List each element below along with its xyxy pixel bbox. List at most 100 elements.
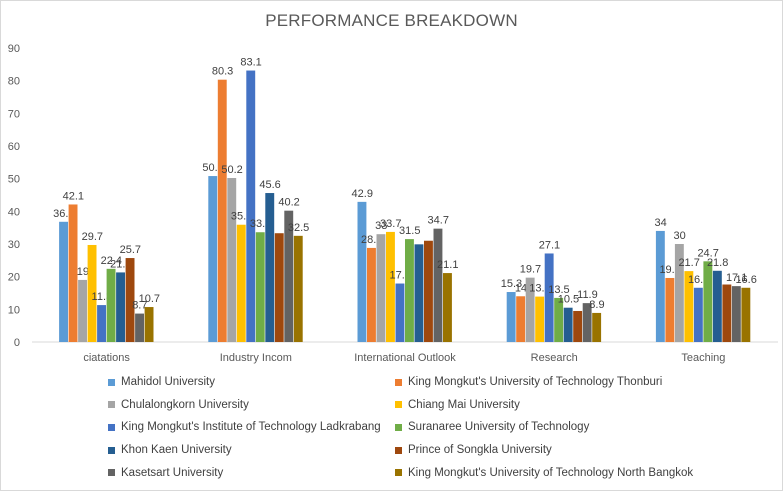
bar bbox=[144, 307, 154, 342]
bar bbox=[573, 310, 583, 342]
y-tick-label: 0 bbox=[14, 337, 20, 349]
bar bbox=[655, 230, 665, 342]
bar bbox=[516, 296, 526, 342]
chart-title: PERFORMANCE BREAKDOWN bbox=[265, 11, 518, 30]
data-label: 11.9 bbox=[577, 289, 598, 301]
bar bbox=[535, 296, 545, 342]
bar bbox=[433, 228, 443, 342]
data-label: 24.7 bbox=[697, 247, 718, 259]
bar bbox=[68, 204, 78, 342]
x-tick-label: Research bbox=[531, 352, 578, 364]
bar bbox=[78, 279, 87, 342]
data-label: 42.9 bbox=[352, 188, 373, 200]
bar bbox=[703, 261, 713, 342]
data-label: 14 bbox=[515, 282, 527, 294]
x-tick-label: ciatations bbox=[83, 352, 130, 364]
data-label: 17.1 bbox=[726, 272, 747, 284]
data-label: 40.2 bbox=[278, 197, 299, 209]
bar bbox=[274, 233, 284, 342]
data-label: 25.7 bbox=[120, 244, 141, 256]
bar bbox=[582, 303, 592, 342]
data-label: 22.4 bbox=[101, 255, 122, 267]
bar bbox=[106, 268, 116, 342]
bar bbox=[722, 284, 732, 342]
y-tick-label: 90 bbox=[8, 43, 20, 55]
data-label: 16.6 bbox=[735, 274, 756, 286]
bar bbox=[246, 70, 256, 342]
y-tick-label: 40 bbox=[8, 206, 20, 218]
bar bbox=[693, 287, 703, 342]
bar bbox=[684, 271, 694, 342]
bar bbox=[208, 176, 218, 342]
x-tick-label: International Outlook bbox=[354, 352, 456, 364]
bar bbox=[293, 235, 303, 342]
data-label: 31.5 bbox=[399, 225, 420, 237]
bar bbox=[525, 277, 535, 342]
bar bbox=[665, 277, 675, 342]
bar bbox=[386, 231, 395, 342]
bar bbox=[284, 210, 294, 342]
data-label: 8.9 bbox=[589, 299, 604, 311]
y-tick-label: 20 bbox=[8, 272, 20, 284]
data-label: 34.7 bbox=[428, 215, 449, 227]
bar bbox=[265, 193, 275, 342]
bar bbox=[255, 232, 265, 342]
bar bbox=[674, 244, 684, 342]
bar bbox=[97, 305, 106, 342]
bar bbox=[135, 313, 144, 342]
bar bbox=[424, 240, 433, 342]
bar bbox=[227, 178, 237, 342]
bar bbox=[87, 244, 97, 342]
data-label: 34 bbox=[655, 217, 667, 229]
bar bbox=[544, 253, 554, 342]
bar bbox=[563, 307, 573, 342]
bar bbox=[376, 234, 386, 342]
data-label: 19 bbox=[77, 266, 89, 278]
data-label: 10.5 bbox=[558, 294, 579, 306]
data-label: 21.8 bbox=[707, 257, 728, 269]
data-label: 8.7 bbox=[132, 300, 147, 312]
x-tick-label: Teaching bbox=[681, 352, 725, 364]
bar bbox=[443, 273, 452, 342]
bar bbox=[414, 244, 424, 342]
y-tick-label: 80 bbox=[8, 76, 20, 88]
bar bbox=[367, 247, 376, 342]
data-label: 19.7 bbox=[520, 264, 541, 276]
bar bbox=[592, 312, 602, 342]
data-label: 80.3 bbox=[212, 66, 233, 78]
data-label: 83.1 bbox=[240, 57, 261, 69]
data-label: 10.7 bbox=[139, 293, 160, 305]
bar bbox=[395, 283, 405, 342]
data-label: 27.1 bbox=[539, 239, 560, 251]
y-tick-label: 10 bbox=[8, 304, 20, 316]
y-tick-label: 60 bbox=[8, 141, 20, 153]
bar bbox=[731, 286, 741, 342]
data-label: 32.5 bbox=[288, 222, 309, 234]
y-tick-label: 70 bbox=[8, 108, 20, 120]
bar bbox=[59, 221, 68, 342]
bar bbox=[217, 79, 227, 342]
data-label: 42.1 bbox=[63, 190, 84, 202]
y-tick-label: 50 bbox=[8, 174, 20, 186]
bar bbox=[405, 239, 414, 342]
bar bbox=[125, 258, 135, 342]
y-tick-label: 30 bbox=[8, 239, 20, 251]
bar bbox=[506, 292, 516, 342]
bar bbox=[712, 270, 722, 342]
bar bbox=[236, 224, 246, 342]
data-label: 29.7 bbox=[82, 231, 103, 243]
data-label: 30 bbox=[674, 230, 686, 242]
bar bbox=[357, 201, 367, 342]
bar bbox=[554, 297, 564, 342]
data-label: 21.7 bbox=[678, 257, 699, 269]
data-label: 13.5 bbox=[548, 284, 569, 296]
bar bbox=[116, 272, 125, 342]
data-label: 50.2 bbox=[221, 164, 242, 176]
data-label: 45.6 bbox=[259, 179, 280, 191]
data-label: 33.7 bbox=[380, 218, 401, 230]
x-tick-label: Industry Incom bbox=[220, 352, 292, 364]
data-label: 33 bbox=[375, 220, 387, 232]
bar bbox=[741, 287, 751, 342]
data-label: 15.3 bbox=[501, 278, 522, 290]
